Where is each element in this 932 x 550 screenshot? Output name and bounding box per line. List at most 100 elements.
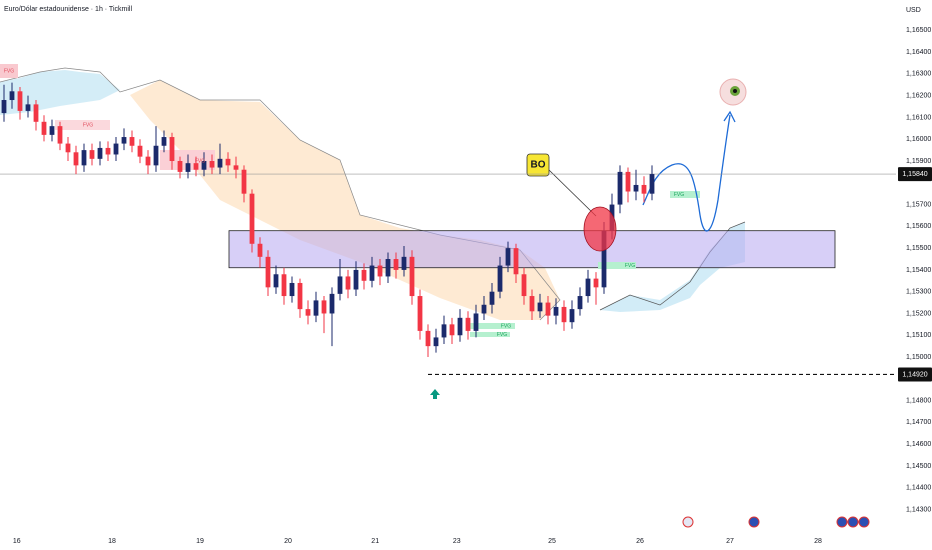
candle-body (433, 337, 439, 347)
bo-box (526, 153, 550, 177)
y-tick-label: 1,16000 (906, 136, 931, 143)
candle-body (409, 256, 415, 297)
fvg-box (470, 323, 515, 329)
fvg-label: FVG (674, 192, 684, 198)
candle-body (625, 171, 631, 192)
candle-body (649, 174, 655, 194)
candle-body (169, 137, 175, 162)
candle-body (25, 104, 31, 111)
candle-body (385, 259, 391, 277)
x-tick-label: 20 (284, 538, 292, 545)
candle-body (321, 300, 327, 314)
y-tick-label: 1,16100 (906, 114, 931, 121)
candle-body (345, 276, 351, 290)
candle-body (561, 306, 567, 323)
event-flag (748, 516, 760, 528)
candle-body (457, 317, 463, 336)
y-tick-label: 1,15200 (906, 310, 931, 317)
event-flag (682, 516, 694, 528)
price-badge-label: 1,14920 (902, 371, 927, 378)
candle-body (177, 161, 183, 172)
candle-body (17, 91, 23, 111)
x-tick-label: 25 (548, 538, 556, 545)
candle-body (225, 158, 231, 166)
candle-body (97, 147, 103, 159)
candle-body (217, 158, 223, 168)
y-tick-label: 1,15100 (906, 332, 931, 339)
currency-label: USD (906, 7, 921, 14)
y-tick-label: 1,14400 (906, 485, 931, 492)
candle-body (65, 143, 71, 153)
bo-label: BO (531, 160, 546, 171)
y-tick-label: 1,14700 (906, 419, 931, 426)
x-tick-label: 16 (13, 538, 21, 545)
candle-body (297, 282, 303, 310)
x-tick-label: 27 (726, 538, 734, 545)
x-tick-label: 26 (636, 538, 644, 545)
fvg-box (55, 120, 110, 130)
y-tick-label: 1,15700 (906, 201, 931, 208)
y-tick-label: 1,15600 (906, 223, 931, 230)
price-badge (898, 367, 932, 382)
up-arrow (430, 389, 440, 399)
fvg-box (670, 191, 700, 198)
y-tick-label: 1,16300 (906, 71, 931, 78)
fvg-box (0, 64, 18, 78)
fvg-label: FVG (625, 263, 635, 269)
candle-body (505, 248, 511, 266)
supply-demand-zone (228, 230, 836, 269)
candle-body (281, 274, 287, 297)
x-tick-label: 21 (371, 538, 379, 545)
candle-body (289, 282, 295, 297)
candle-body (49, 126, 55, 135)
price-badge-label: 1,15840 (902, 171, 927, 178)
chart-title: Euro/Dólar estadounidense · 1h · Tickmil… (4, 6, 132, 13)
candle-body (393, 259, 399, 270)
fvg-box (470, 332, 510, 337)
y-tick-label: 1,15900 (906, 158, 931, 165)
candle-body (233, 165, 239, 170)
event-flag (836, 516, 848, 528)
cloud-bullish (0, 70, 120, 115)
candle-body (209, 161, 215, 168)
candle-body (257, 243, 263, 257)
fvg-label: FVG (195, 158, 205, 164)
candle-body (465, 317, 471, 331)
eye-pupil (733, 89, 737, 93)
y-tick-label: 1,15300 (906, 289, 931, 296)
candle-body (113, 143, 119, 155)
breakout-circle (583, 206, 617, 252)
fvg-label: FVG (83, 122, 93, 128)
candle-body (529, 296, 535, 312)
candle-body (537, 302, 543, 312)
candle-body (57, 126, 63, 144)
candle-body (265, 256, 271, 288)
y-tick-label: 1,14500 (906, 463, 931, 470)
x-tick-label: 19 (196, 538, 204, 545)
candle-body (1, 100, 7, 114)
y-tick-label: 1,16500 (906, 27, 931, 34)
candle-body (329, 293, 335, 314)
fvg-label: FVG (497, 332, 507, 338)
y-tick-label: 1,14300 (906, 506, 931, 513)
candle-body (369, 265, 375, 281)
candle-body (81, 150, 87, 166)
candle-body (353, 269, 359, 290)
y-tick-label: 1,16200 (906, 93, 931, 100)
candle-body (73, 152, 79, 166)
candle-body (417, 296, 423, 331)
candle-body (153, 145, 159, 166)
candle-body (577, 296, 583, 310)
projection-curve (642, 114, 731, 232)
event-flag (858, 516, 870, 528)
candle-body (161, 137, 167, 146)
candle-body (441, 324, 447, 338)
candle-body (473, 313, 479, 331)
x-tick-label: 28 (814, 538, 822, 545)
candle-body (377, 265, 383, 277)
callout-line (548, 169, 597, 217)
y-tick-label: 1,14800 (906, 397, 931, 404)
candle-body (145, 156, 151, 166)
fvg-box (598, 262, 636, 269)
candle-body (89, 150, 95, 159)
